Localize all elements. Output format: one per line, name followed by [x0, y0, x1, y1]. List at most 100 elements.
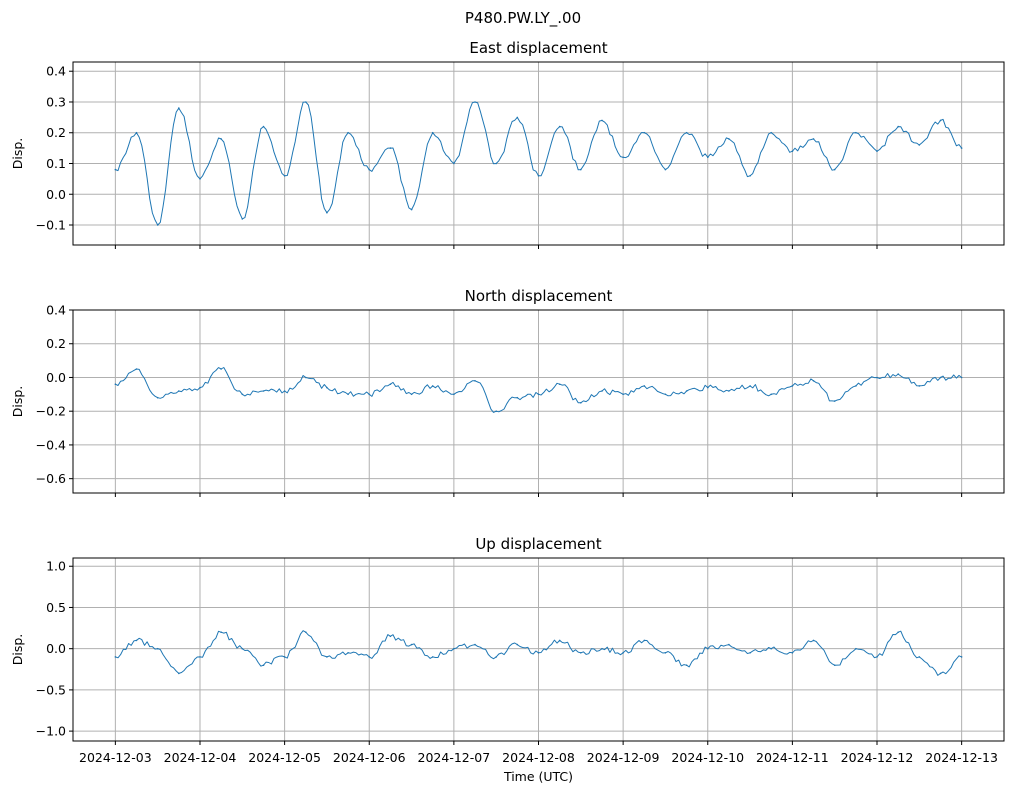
data-point — [135, 368, 138, 370]
y-tick-label: 0.2 — [46, 336, 66, 351]
data-point — [474, 643, 476, 646]
data-point — [431, 385, 434, 387]
data-point — [537, 393, 540, 396]
y-tick-label: −0.4 — [36, 437, 66, 452]
data-point — [897, 373, 899, 375]
data-point — [812, 138, 815, 140]
x-tick-label: 2024-12-08 — [502, 750, 575, 765]
data-point — [326, 211, 328, 214]
data-point — [114, 656, 117, 658]
y-tick-label: 0.1 — [46, 156, 66, 171]
panel-title: Up displacement — [475, 535, 601, 553]
data-point — [897, 125, 899, 128]
y-tick-label: 0.2 — [46, 125, 66, 140]
data-point — [812, 639, 815, 642]
data-point — [453, 162, 455, 165]
data-point — [220, 138, 222, 140]
x-tick-label: 2024-12-03 — [79, 750, 152, 765]
data-point — [601, 390, 603, 392]
data-point — [453, 647, 455, 650]
data-point — [918, 144, 921, 146]
data-point — [960, 376, 963, 379]
data-point — [156, 396, 159, 399]
data-point — [431, 656, 434, 658]
y-tick-label: 0.0 — [46, 370, 66, 385]
data-point — [262, 390, 265, 392]
data-point — [707, 386, 709, 389]
data-point — [918, 656, 921, 658]
x-tick-label: 2024-12-05 — [248, 750, 321, 765]
y-axis-label: Disp. — [10, 634, 25, 666]
y-tick-label: 0.4 — [46, 303, 66, 318]
y-tick-label: −1.0 — [36, 724, 66, 739]
data-point — [580, 402, 582, 404]
data-point — [791, 150, 794, 152]
data-point — [707, 647, 709, 650]
east-displacement-panel: East displacement Disp. −0.1 0.0 0.1 0.2 0.3… — [10, 39, 1005, 249]
data-point — [220, 631, 222, 633]
data-point — [728, 390, 730, 392]
data-point — [897, 631, 899, 633]
data-point — [939, 672, 942, 675]
data-point — [283, 656, 286, 658]
data-point — [178, 107, 180, 109]
panel-title: East displacement — [469, 39, 607, 57]
data-point — [305, 101, 307, 103]
x-tick-label: 2024-12-09 — [587, 750, 660, 765]
data-point — [474, 380, 476, 382]
data-point — [643, 639, 646, 642]
data-point — [664, 393, 667, 396]
data-point — [241, 393, 244, 396]
data-point — [495, 656, 498, 658]
x-tick-label: 2024-12-06 — [333, 750, 406, 765]
data-point — [876, 376, 878, 379]
data-point — [389, 383, 392, 386]
data-point — [812, 380, 815, 382]
north-displacement-panel: North displacement Disp. −0.6 −0.4 −0.2 0.0… — [10, 287, 1005, 497]
data-point — [537, 175, 540, 177]
data-point — [368, 393, 371, 396]
y-axis-label: Disp. — [10, 138, 25, 170]
data-point — [833, 400, 836, 402]
data-point — [410, 393, 413, 396]
data-point — [135, 639, 138, 642]
x-tick-label: 2024-12-10 — [671, 750, 744, 765]
data-point — [601, 119, 603, 122]
y-tick-label: 0.3 — [46, 94, 66, 109]
data-point — [178, 390, 180, 392]
data-point — [114, 383, 117, 386]
data-point — [791, 385, 794, 387]
data-point — [199, 386, 201, 389]
data-point — [283, 175, 286, 177]
y-tick-label: 0.0 — [46, 641, 66, 656]
y-tick-label: 1.0 — [46, 559, 66, 574]
data-point — [685, 664, 688, 666]
data-point — [262, 125, 265, 128]
data-point — [495, 410, 498, 413]
data-point — [622, 393, 624, 396]
data-point — [833, 168, 836, 171]
data-point — [347, 652, 349, 654]
data-point — [939, 376, 942, 379]
data-point — [516, 396, 519, 399]
data-point — [178, 672, 180, 675]
data-point — [664, 652, 667, 654]
data-point — [622, 156, 624, 159]
up-displacement-panel: Up displacement Disp. Time (UTC) −1.0 −0.… — [10, 535, 1005, 784]
data-point — [580, 652, 582, 654]
data-point — [410, 643, 413, 646]
data-point — [516, 116, 519, 119]
data-point — [601, 647, 603, 650]
data-point — [664, 168, 667, 171]
data-point — [876, 150, 878, 152]
data-point — [770, 393, 772, 396]
data-point — [305, 631, 307, 633]
data-point — [728, 643, 730, 646]
y-tick-label: −0.1 — [36, 218, 66, 233]
data-point — [833, 664, 836, 666]
data-point — [220, 368, 222, 370]
data-point — [855, 647, 857, 650]
data-point — [918, 385, 921, 387]
data-point — [643, 385, 646, 387]
data-point — [347, 131, 349, 134]
